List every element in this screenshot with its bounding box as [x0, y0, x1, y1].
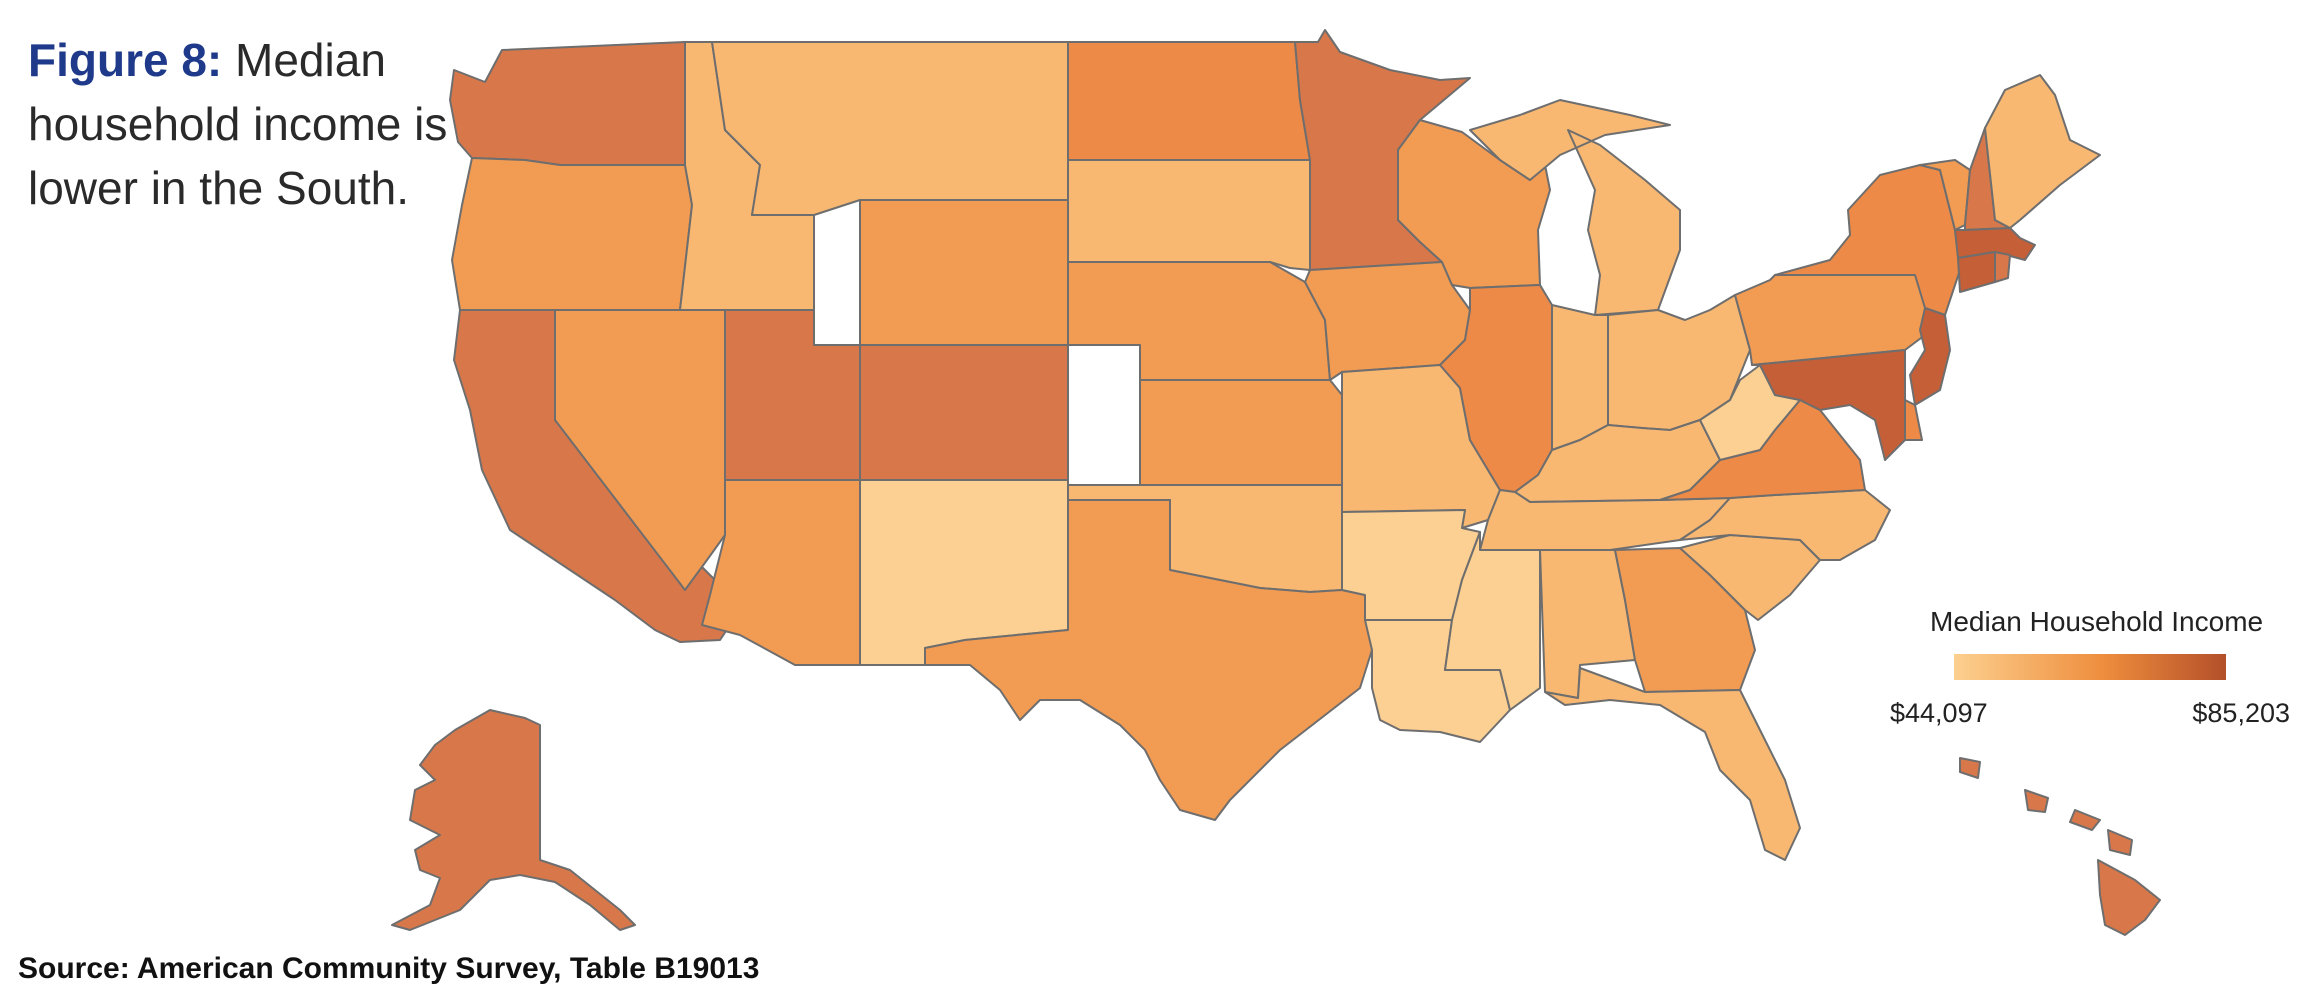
state-south-dakota — [1067, 159, 1311, 271]
state-washington — [449, 41, 686, 166]
state-indiana — [1551, 304, 1609, 451]
legend-max-label: $85,203 — [2192, 698, 2290, 728]
us-choropleth-map — [391, 29, 2161, 936]
state-wyoming — [859, 199, 1069, 346]
state-maine — [1984, 74, 2101, 229]
state-oregon — [451, 157, 693, 311]
state-texas — [924, 499, 1373, 821]
state-hawaii — [1959, 757, 2161, 936]
state-delaware — [1904, 399, 1923, 441]
state-nebraska — [1067, 261, 1331, 381]
legend-gradient-bar — [1954, 654, 2226, 680]
state-colorado — [859, 344, 1069, 481]
state-montana — [711, 41, 1069, 216]
state-arizona — [701, 479, 861, 666]
state-alaska — [391, 709, 636, 931]
state-kansas — [1139, 379, 1343, 486]
legend-min-label: $44,097 — [1890, 698, 1988, 728]
state-north-dakota — [1067, 41, 1311, 161]
state-utah — [724, 309, 861, 481]
legend-title: Median Household Income — [1930, 606, 2264, 637]
figure-caption: Figure 8: Median household income is low… — [28, 28, 448, 220]
state-mississippi — [1444, 531, 1541, 711]
state-maryland — [1751, 349, 1906, 461]
figure-caption-text: Median household income is lower in the … — [28, 34, 448, 214]
figure-label: Figure 8: — [28, 34, 223, 86]
source-note: Source: American Community Survey, Table… — [18, 952, 760, 985]
state-rhode-island — [1994, 251, 2011, 283]
state-florida — [1544, 667, 1801, 861]
state-north-carolina — [1679, 489, 1891, 561]
state-connecticut — [1957, 251, 1996, 293]
